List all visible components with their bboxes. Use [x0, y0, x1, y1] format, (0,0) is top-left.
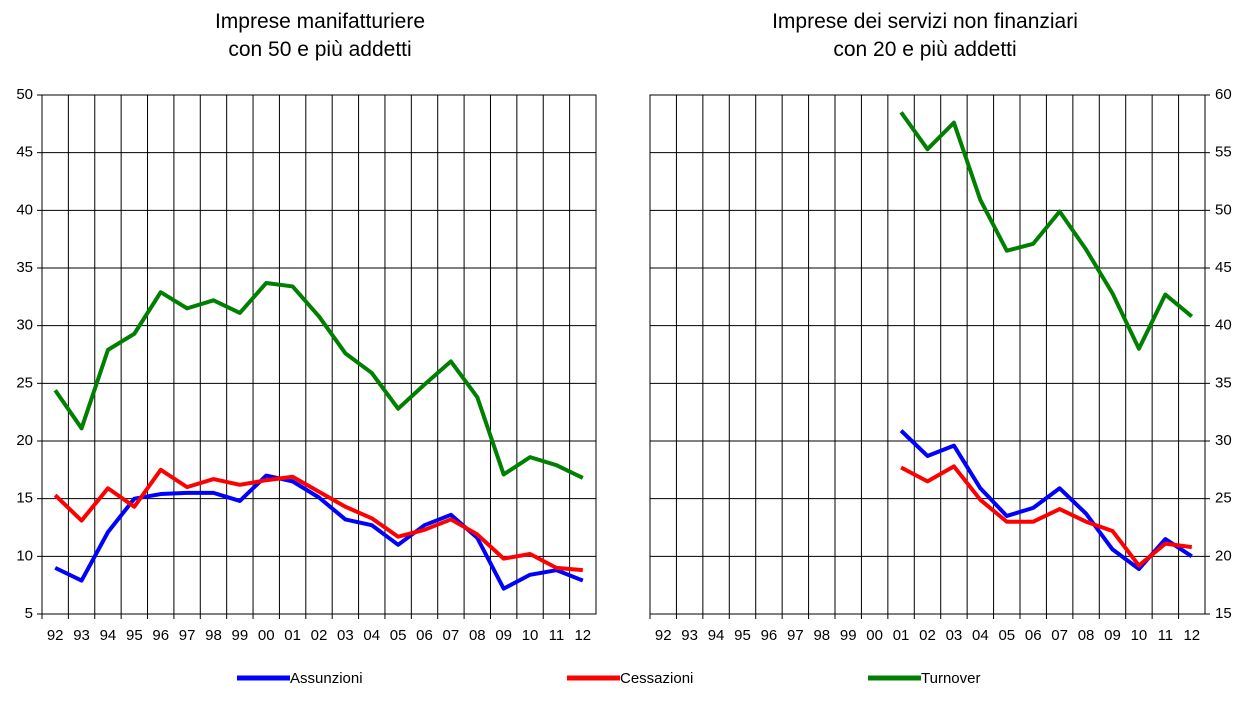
- series-line: [900, 464, 1193, 568]
- x-tick-label: 04: [972, 627, 989, 644]
- x-tick-label: 96: [152, 627, 169, 644]
- y-tick-label: 50: [1215, 201, 1232, 218]
- x-tick-label: 99: [232, 627, 249, 644]
- chart-title: Imprese manifatturiere con 50 e più adde…: [214, 10, 426, 61]
- x-tick-label: 10: [522, 627, 539, 644]
- y-tick-label: 25: [1215, 490, 1232, 507]
- legend-label: Cessazioni: [620, 670, 693, 687]
- x-tick-label: 06: [416, 627, 433, 644]
- y-tick-label: 15: [16, 490, 33, 507]
- x-tick-label: 09: [1104, 627, 1121, 644]
- y-tick-label: 20: [1215, 547, 1232, 564]
- y-tick-label: 15: [1215, 605, 1232, 622]
- y-tick-label: 40: [16, 201, 33, 218]
- y-tick-label: 50: [16, 86, 33, 103]
- y-tick-label: 35: [1215, 374, 1232, 391]
- x-tick-label: 04: [363, 627, 380, 644]
- chart-title: Imprese dei servizi non finanziari con 2…: [772, 10, 1078, 61]
- y-tick-label: 10: [16, 547, 33, 564]
- x-tick-label: 09: [495, 627, 512, 644]
- series-line: [899, 111, 1194, 351]
- plot-frame: [649, 94, 1206, 615]
- x-tick-label: 98: [813, 627, 830, 644]
- x-tick-label: 94: [100, 627, 117, 644]
- x-tick-label: 99: [840, 627, 857, 644]
- x-tick-label: 03: [337, 627, 354, 644]
- x-tick-label: 12: [574, 627, 591, 644]
- y-tick-label: 25: [16, 374, 33, 391]
- x-tick-label: 93: [73, 627, 90, 644]
- x-tick-label: 97: [179, 627, 196, 644]
- x-tick-label: 12: [1183, 627, 1200, 644]
- y-tick-label: 5: [25, 605, 33, 622]
- x-tick-label: 05: [998, 627, 1015, 644]
- x-tick-label: 94: [708, 627, 725, 644]
- x-tick-label: 11: [549, 627, 565, 644]
- y-tick-label: 30: [16, 317, 33, 334]
- y-tick-label: 55: [1215, 144, 1232, 161]
- y-tick-label: 30: [1215, 432, 1232, 449]
- x-tick-label: 06: [1025, 627, 1042, 644]
- x-tick-label: 92: [655, 627, 672, 644]
- x-tick-label: 95: [126, 627, 143, 644]
- plot-frame: [41, 94, 597, 615]
- y-tick-label: 20: [16, 432, 33, 449]
- x-tick-label: 11: [1158, 627, 1174, 644]
- y-tick-label: 45: [16, 144, 33, 161]
- x-tick-label: 08: [1078, 627, 1095, 644]
- x-tick-label: 07: [1051, 627, 1068, 644]
- x-tick-label: 00: [866, 627, 883, 644]
- x-tick-label: 96: [761, 627, 778, 644]
- x-tick-label: 02: [919, 627, 936, 644]
- y-tick-label: 35: [16, 259, 33, 276]
- legend-label: Assunzioni: [290, 670, 363, 687]
- series-line: [53, 280, 584, 480]
- x-tick-label: 10: [1131, 627, 1148, 644]
- x-tick-label: 93: [681, 627, 698, 644]
- y-tick-label: 60: [1215, 86, 1232, 103]
- x-tick-label: 07: [443, 627, 460, 644]
- x-tick-label: 01: [893, 627, 910, 644]
- y-tick-label: 40: [1215, 317, 1232, 334]
- x-tick-label: 02: [311, 627, 328, 644]
- x-tick-label: 01: [284, 627, 301, 644]
- x-tick-label: 00: [258, 627, 275, 644]
- x-tick-label: 05: [390, 627, 407, 644]
- x-tick-label: 03: [946, 627, 963, 644]
- y-tick-label: 45: [1215, 259, 1232, 276]
- x-tick-label: 97: [787, 627, 804, 644]
- x-tick-label: 95: [734, 627, 751, 644]
- x-tick-label: 98: [205, 627, 222, 644]
- x-tick-label: 92: [47, 627, 64, 644]
- x-tick-label: 08: [469, 627, 486, 644]
- legend-label: Turnover: [921, 670, 980, 687]
- series-line: [53, 467, 583, 573]
